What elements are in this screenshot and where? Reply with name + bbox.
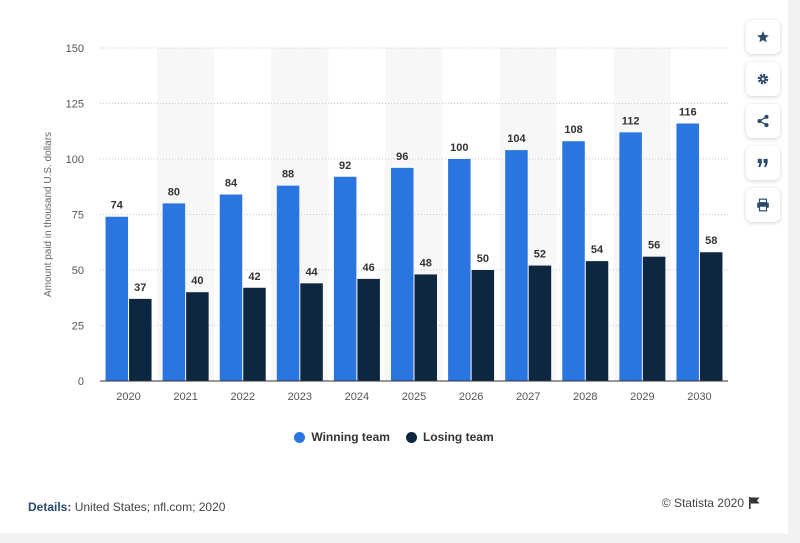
bar-winning-2023[interactable]: [276, 185, 300, 381]
x-tick-label: 2023: [288, 391, 312, 403]
y-tick-label: 150: [66, 43, 84, 55]
bar-winning-2020[interactable]: [105, 216, 129, 381]
data-label: 92: [339, 160, 351, 172]
x-tick-label: 2029: [630, 391, 654, 403]
details-text: United States; nfl.com; 2020: [74, 500, 226, 514]
data-label: 88: [282, 169, 294, 181]
cite-button[interactable]: [746, 146, 780, 180]
y-tick-label: 75: [72, 210, 84, 222]
data-label: 84: [225, 178, 238, 190]
y-axis-ticks: 0 25 50 75 100 125 150: [66, 43, 84, 388]
data-label: 54: [591, 244, 604, 256]
bar-losing-2025[interactable]: [414, 274, 438, 381]
y-tick-label: 0: [78, 376, 84, 388]
x-tick-label: 2020: [116, 391, 140, 403]
data-label: 56: [648, 240, 660, 252]
data-label: 40: [191, 275, 203, 287]
data-label: 48: [420, 257, 432, 269]
print-icon: [757, 198, 769, 212]
flag-icon: [749, 497, 760, 509]
favorite-button[interactable]: [746, 20, 780, 54]
details-label: Details:: [28, 500, 72, 514]
bar-losing-2024[interactable]: [357, 278, 380, 381]
bar-winning-2028[interactable]: [562, 141, 585, 381]
legend-item-losing[interactable]: Losing team: [405, 430, 494, 444]
data-label: 44: [305, 266, 318, 278]
data-label: 52: [534, 249, 546, 261]
share-button[interactable]: [746, 104, 780, 138]
legend: Winning team Losing team: [0, 428, 788, 446]
data-label: 42: [248, 271, 260, 283]
quote-icon: [757, 158, 768, 168]
y-axis-label: Amount paid in thousand U.S. dollars: [43, 132, 54, 297]
star-icon: [757, 31, 769, 43]
x-tick-label: 2022: [230, 391, 254, 403]
bar-winning-2021[interactable]: [162, 203, 186, 381]
data-label: 100: [450, 142, 468, 154]
x-tick-label: 2025: [402, 391, 426, 403]
details: Details: United States; nfl.com; 2020: [28, 500, 225, 514]
y-tick-label: 125: [66, 99, 84, 111]
bar-losing-2028[interactable]: [585, 261, 609, 381]
bar-losing-2020[interactable]: [129, 298, 152, 381]
data-labels: 74 37 80 40 84 42 88 44 92 46 96 48 100 50 104 52 108 54 1…: [111, 106, 718, 293]
bar-winning-2024[interactable]: [333, 176, 357, 381]
x-tick-label: 2026: [459, 391, 483, 403]
bar-winning-2030[interactable]: [676, 123, 699, 381]
data-label: 80: [168, 186, 180, 198]
bar-winning-2025[interactable]: [391, 167, 414, 381]
y-tick-label: 50: [72, 265, 84, 277]
bars: [105, 123, 723, 381]
legend-label: Winning team: [311, 430, 390, 444]
data-label: 37: [134, 282, 146, 294]
share-icon: [757, 114, 769, 128]
legend-item-winning[interactable]: Winning team: [294, 430, 390, 444]
chart-card: 0 25 50 75 100 125 150 74 37 80 40 84 42 88 44 92 46 96 4…: [0, 0, 788, 533]
bar-chart: 0 25 50 75 100 125 150 74 37 80 40 84 42 88 44 92 46 96 4…: [43, 43, 728, 403]
y-tick-label: 25: [72, 321, 84, 333]
credit-text: © Statista 2020: [661, 496, 744, 510]
data-label: 116: [679, 106, 697, 118]
bar-winning-2026[interactable]: [448, 159, 471, 381]
data-label: 74: [111, 200, 124, 212]
y-tick-label: 100: [66, 154, 84, 166]
bar-winning-2022[interactable]: [219, 194, 243, 381]
bar-winning-2027[interactable]: [505, 150, 528, 381]
gear-icon: [757, 73, 769, 85]
bar-losing-2026[interactable]: [471, 270, 495, 381]
bar-losing-2021[interactable]: [186, 292, 209, 381]
data-label: 112: [622, 115, 640, 127]
bar-losing-2022[interactable]: [243, 287, 266, 381]
bar-winning-2029[interactable]: [619, 132, 642, 381]
bar-losing-2030[interactable]: [699, 252, 723, 381]
settings-button[interactable]: [746, 62, 780, 96]
data-label: 46: [363, 262, 375, 274]
legend-marker: [294, 431, 306, 443]
bar-losing-2027[interactable]: [528, 265, 552, 381]
x-tick-label: 2021: [173, 391, 197, 403]
x-tick-label: 2027: [516, 391, 540, 403]
statista-credit[interactable]: © Statista 2020: [662, 496, 760, 510]
data-label: 58: [705, 235, 717, 247]
x-axis-ticks: 2020 2021 2022 2023 2024 2025 2026 2027 2028 2029…: [116, 391, 711, 403]
bar-losing-2023[interactable]: [300, 283, 323, 381]
legend-marker: [405, 431, 417, 443]
data-label: 96: [396, 151, 408, 163]
legend-label: Losing team: [422, 430, 494, 444]
x-tick-label: 2028: [573, 391, 597, 403]
x-tick-label: 2024: [345, 391, 369, 403]
data-label: 50: [477, 253, 489, 265]
x-tick-label: 2030: [687, 391, 711, 403]
data-label: 108: [564, 124, 582, 136]
bar-losing-2029[interactable]: [642, 256, 666, 381]
data-label: 104: [507, 133, 526, 145]
print-button[interactable]: [746, 188, 780, 222]
